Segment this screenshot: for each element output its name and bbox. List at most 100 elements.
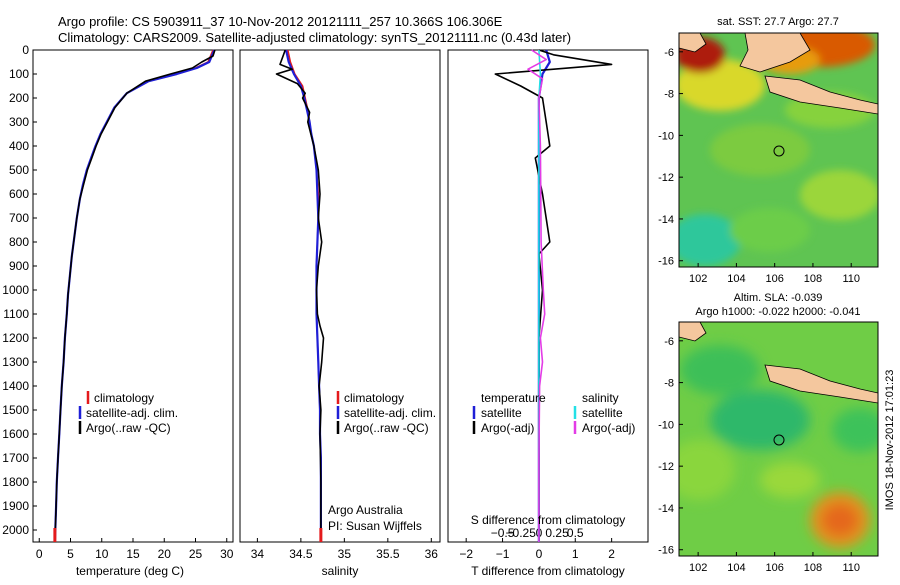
map-y-tick-label: -16 <box>658 256 674 268</box>
depth-tick-label: 100 <box>9 67 29 81</box>
depth-tick-label: 600 <box>9 187 29 201</box>
series-line-s-argo <box>527 49 548 542</box>
map-y-tick-label: -12 <box>658 461 674 473</box>
map-y-tick-label: -14 <box>658 503 674 515</box>
depth-tick-label: 900 <box>9 259 29 273</box>
difference-lines <box>494 49 613 542</box>
legend-climatology: climatology <box>94 391 154 405</box>
sst-map-title: sat. SST: 27.7 Argo: 27.7 <box>717 16 839 28</box>
map-y-tick-label: -10 <box>658 130 674 142</box>
x-tick-label: 0 <box>36 547 43 561</box>
s-tick-label: −0.25 <box>506 526 537 540</box>
depth-tick-label: 1900 <box>2 499 29 513</box>
map-x-tick-label: 106 <box>765 562 783 574</box>
difference-axes-frame <box>447 49 649 543</box>
difference-legend: temperature satellite Argo(-adj) salinit… <box>472 391 635 435</box>
x-tick-label: 10 <box>95 547 109 561</box>
sst-field <box>679 33 878 267</box>
depth-tick-label: 700 <box>9 211 29 225</box>
legend-salinity-title: salinity <box>582 391 619 405</box>
temperature-axes-frame <box>32 49 234 543</box>
series-line-t-argo <box>494 49 613 542</box>
depth-tick-label: 1500 <box>2 403 29 417</box>
x-tick-label: −1 <box>496 547 510 561</box>
temperature-x-axis: 0 5 10 15 20 25 30 <box>36 538 234 561</box>
x-tick-label: −2 <box>459 547 473 561</box>
map-y-tick-label: -6 <box>664 336 674 348</box>
series-line-climatology <box>54 49 214 543</box>
legend-argo: Argo(..raw -QC) <box>86 421 171 435</box>
depth-tick-label: 1100 <box>3 307 29 321</box>
temperature-xlabel: temperature (deg C) <box>76 564 184 578</box>
series-line-satellite <box>53 49 216 543</box>
depth-tick-label: 500 <box>9 163 29 177</box>
legend-s-satellite: satellite <box>582 406 623 420</box>
difference-x-axis: −2 −1 0 1 2−0.5−0.25 0 0.250.5 <box>459 526 615 561</box>
depth-tick-label: 200 <box>9 91 29 105</box>
map-x-tick-label: 104 <box>727 562 745 574</box>
imos-stamp: IMOS 18-Nov-2012 17:01:23 <box>884 370 896 511</box>
sla-land-java <box>764 364 878 404</box>
map-y-tick-label: -12 <box>658 172 674 184</box>
legend-satellite: satellite-adj. clim. <box>86 406 178 420</box>
map-y-tick-label: -16 <box>658 545 674 557</box>
sla-map: Altim. SLA: -0.039 Argo h1000: -0.022 h2… <box>658 292 879 574</box>
temperature-lines <box>53 49 216 543</box>
depth-axis: 0 100 200 300 400 500 600 700 800 900 1000 1100 1200… <box>2 43 37 537</box>
legend-climatology-s: climatology <box>344 391 404 405</box>
sst-land-java <box>764 75 878 115</box>
map-x-tick-label: 108 <box>804 273 822 285</box>
x-tick-label: 35 <box>338 547 352 561</box>
x-tick-label: 30 <box>220 547 234 561</box>
map-x-tick-label: 104 <box>727 273 745 285</box>
x-tick-label: 36 <box>425 547 439 561</box>
map-y-tick-label: -14 <box>658 214 674 226</box>
sst-land-borneo <box>739 33 811 73</box>
legend-t-satellite: satellite <box>481 406 522 420</box>
salinity-legend: climatology satellite-adj. clim. Argo(..… <box>336 391 436 435</box>
x-tick-label: 35.5 <box>376 547 400 561</box>
map-x-tick-label: 108 <box>804 562 822 574</box>
t-difference-xlabel: T difference from climatology <box>471 564 625 578</box>
sla-map-title-2: Argo h1000: -0.022 h2000: -0.041 <box>695 306 860 318</box>
x-tick-label: 34.5 <box>289 547 313 561</box>
salinity-axes-frame <box>239 49 441 543</box>
salinity-panel: 34 34.5 35 35.5 36 salinity climatology sate… <box>239 49 441 578</box>
x-tick-label: 20 <box>158 547 172 561</box>
x-tick-label: 25 <box>189 547 203 561</box>
x-tick-label: 2 <box>608 547 615 561</box>
temperature-panel: 0100200300400500600700800900100011001200… <box>2 43 233 578</box>
sst-map: sat. SST: 27.7 Argo: 27.7 102 104 106 108 11… <box>658 16 879 285</box>
temperature-legend: climatology satellite-adj. clim. Argo(..… <box>78 391 178 435</box>
depth-tick-label: 300 <box>9 115 29 129</box>
pi-label: PI: Susan Wijffels <box>328 519 422 533</box>
x-tick-label: 1 <box>572 547 579 561</box>
map-x-tick-label: 106 <box>765 273 783 285</box>
map-x-tick-label: 110 <box>842 562 860 574</box>
sla-argo-position <box>773 434 785 446</box>
sst-land-sumatra <box>679 33 707 53</box>
legend-satellite-s: satellite-adj. clim. <box>344 406 436 420</box>
s-tick-label: −0.5 <box>491 526 515 540</box>
sst-argo-position <box>773 145 785 157</box>
sla-land-sumatra <box>679 322 707 342</box>
map-x-tick-label: 102 <box>689 273 707 285</box>
depth-tick-label: 1400 <box>2 379 29 393</box>
map-y-tick-label: -8 <box>664 378 674 390</box>
sla-field <box>679 322 878 556</box>
x-tick-label: 15 <box>126 547 140 561</box>
sst-map-frame <box>678 32 879 268</box>
depth-tick-label: 800 <box>9 235 29 249</box>
sla-map-title-1: Altim. SLA: -0.039 <box>734 292 823 304</box>
x-tick-label: 0 <box>536 547 543 561</box>
salinity-x-axis: 34 34.5 35 35.5 36 <box>251 538 439 561</box>
map-y-tick-label: -10 <box>658 419 674 431</box>
sst-ticks: 102 104 106 108 110 -6 -8 -10 -12 -14 -16 <box>658 47 860 285</box>
depth-tick-label: 400 <box>9 139 29 153</box>
sla-ticks: 102 104 106 108 110 -6 -8 -10 -12 -14 -16 <box>658 336 860 574</box>
difference-panel: −2 −1 0 1 2−0.5−0.25 0 0.250.5 S difference fr… <box>447 49 649 578</box>
series-line-argo <box>275 49 325 542</box>
x-tick-label: 5 <box>67 547 74 561</box>
salinity-lines <box>275 49 325 542</box>
